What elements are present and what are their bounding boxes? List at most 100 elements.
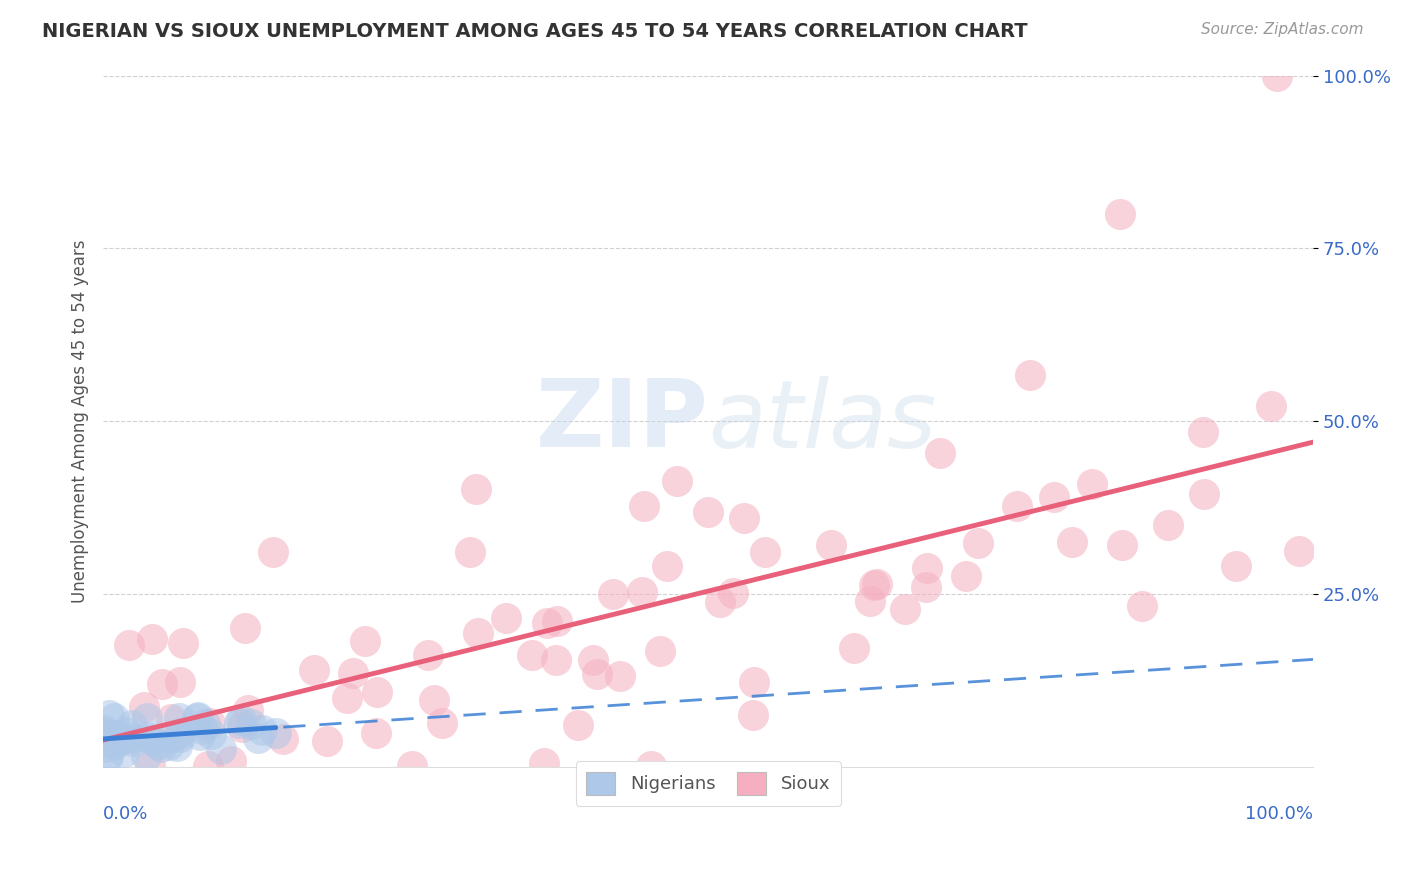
Point	[93, 726, 115, 740]
Point	[118, 638, 141, 652]
Point	[101, 729, 124, 743]
Point	[336, 691, 359, 706]
Point	[430, 715, 453, 730]
Point	[721, 586, 744, 600]
Point	[536, 615, 558, 630]
Text: ZIP: ZIP	[536, 375, 709, 467]
Point	[1043, 490, 1066, 504]
Point	[354, 634, 377, 648]
Point	[859, 594, 882, 608]
Text: NIGERIAN VS SIOUX UNEMPLOYMENT AMONG AGES 45 TO 54 YEARS CORRELATION CHART: NIGERIAN VS SIOUX UNEMPLOYMENT AMONG AGE…	[42, 22, 1028, 41]
Point	[423, 693, 446, 707]
Point	[467, 626, 489, 640]
Point	[104, 730, 127, 744]
Point	[586, 667, 609, 681]
Point	[262, 545, 284, 559]
Point	[271, 731, 294, 746]
Point	[115, 725, 138, 739]
Point	[1111, 538, 1133, 552]
Text: atlas: atlas	[709, 376, 936, 467]
Point	[228, 715, 250, 730]
Point	[169, 674, 191, 689]
Point	[929, 446, 952, 460]
Point	[211, 742, 233, 756]
Point	[233, 621, 256, 635]
Point	[1018, 368, 1040, 382]
Point	[418, 648, 440, 662]
Point	[302, 663, 325, 677]
Point	[108, 734, 131, 748]
Point	[187, 710, 209, 724]
Text: 100.0%: 100.0%	[1246, 805, 1313, 823]
Point	[842, 641, 865, 656]
Point	[146, 738, 169, 752]
Point	[240, 717, 263, 731]
Point	[495, 611, 517, 625]
Legend: Nigerians, Sioux: Nigerians, Sioux	[575, 761, 841, 806]
Point	[169, 730, 191, 744]
Point	[141, 732, 163, 747]
Point	[167, 711, 190, 725]
Point	[1130, 599, 1153, 613]
Point	[219, 754, 242, 768]
Point	[665, 474, 688, 488]
Point	[97, 750, 120, 764]
Point	[194, 717, 217, 731]
Point	[197, 759, 219, 773]
Point	[1265, 69, 1288, 83]
Point	[544, 653, 567, 667]
Point	[198, 716, 221, 731]
Point	[120, 731, 142, 745]
Point	[1062, 534, 1084, 549]
Text: Source: ZipAtlas.com: Source: ZipAtlas.com	[1201, 22, 1364, 37]
Point	[103, 737, 125, 751]
Point	[246, 731, 269, 745]
Point	[236, 703, 259, 717]
Point	[135, 748, 157, 763]
Point	[159, 712, 181, 726]
Point	[655, 558, 678, 573]
Point	[820, 538, 842, 552]
Point	[742, 708, 765, 723]
Point	[465, 482, 488, 496]
Point	[458, 545, 481, 559]
Point	[135, 730, 157, 744]
Point	[105, 728, 128, 742]
Point	[96, 749, 118, 764]
Y-axis label: Unemployment Among Ages 45 to 54 years: Unemployment Among Ages 45 to 54 years	[72, 239, 89, 603]
Text: 0.0%: 0.0%	[103, 805, 149, 823]
Point	[533, 756, 555, 771]
Point	[866, 576, 889, 591]
Point	[1225, 558, 1247, 573]
Point	[1157, 518, 1180, 533]
Point	[742, 674, 765, 689]
Point	[93, 733, 115, 747]
Point	[135, 711, 157, 725]
Point	[107, 732, 129, 747]
Point	[166, 739, 188, 753]
Point	[915, 580, 938, 594]
Point	[231, 713, 253, 727]
Point	[862, 578, 884, 592]
Point	[162, 731, 184, 745]
Point	[98, 708, 121, 723]
Point	[364, 725, 387, 739]
Point	[648, 644, 671, 658]
Point	[1260, 399, 1282, 413]
Point	[316, 734, 339, 748]
Point	[915, 560, 938, 574]
Point	[172, 636, 194, 650]
Point	[264, 726, 287, 740]
Point	[582, 653, 605, 667]
Point	[1005, 499, 1028, 513]
Point	[696, 505, 718, 519]
Point	[112, 746, 135, 760]
Point	[250, 723, 273, 738]
Point	[1108, 207, 1130, 221]
Point	[191, 722, 214, 736]
Point	[186, 710, 208, 724]
Point	[1081, 477, 1104, 491]
Point	[633, 499, 655, 513]
Point	[366, 685, 388, 699]
Point	[93, 739, 115, 754]
